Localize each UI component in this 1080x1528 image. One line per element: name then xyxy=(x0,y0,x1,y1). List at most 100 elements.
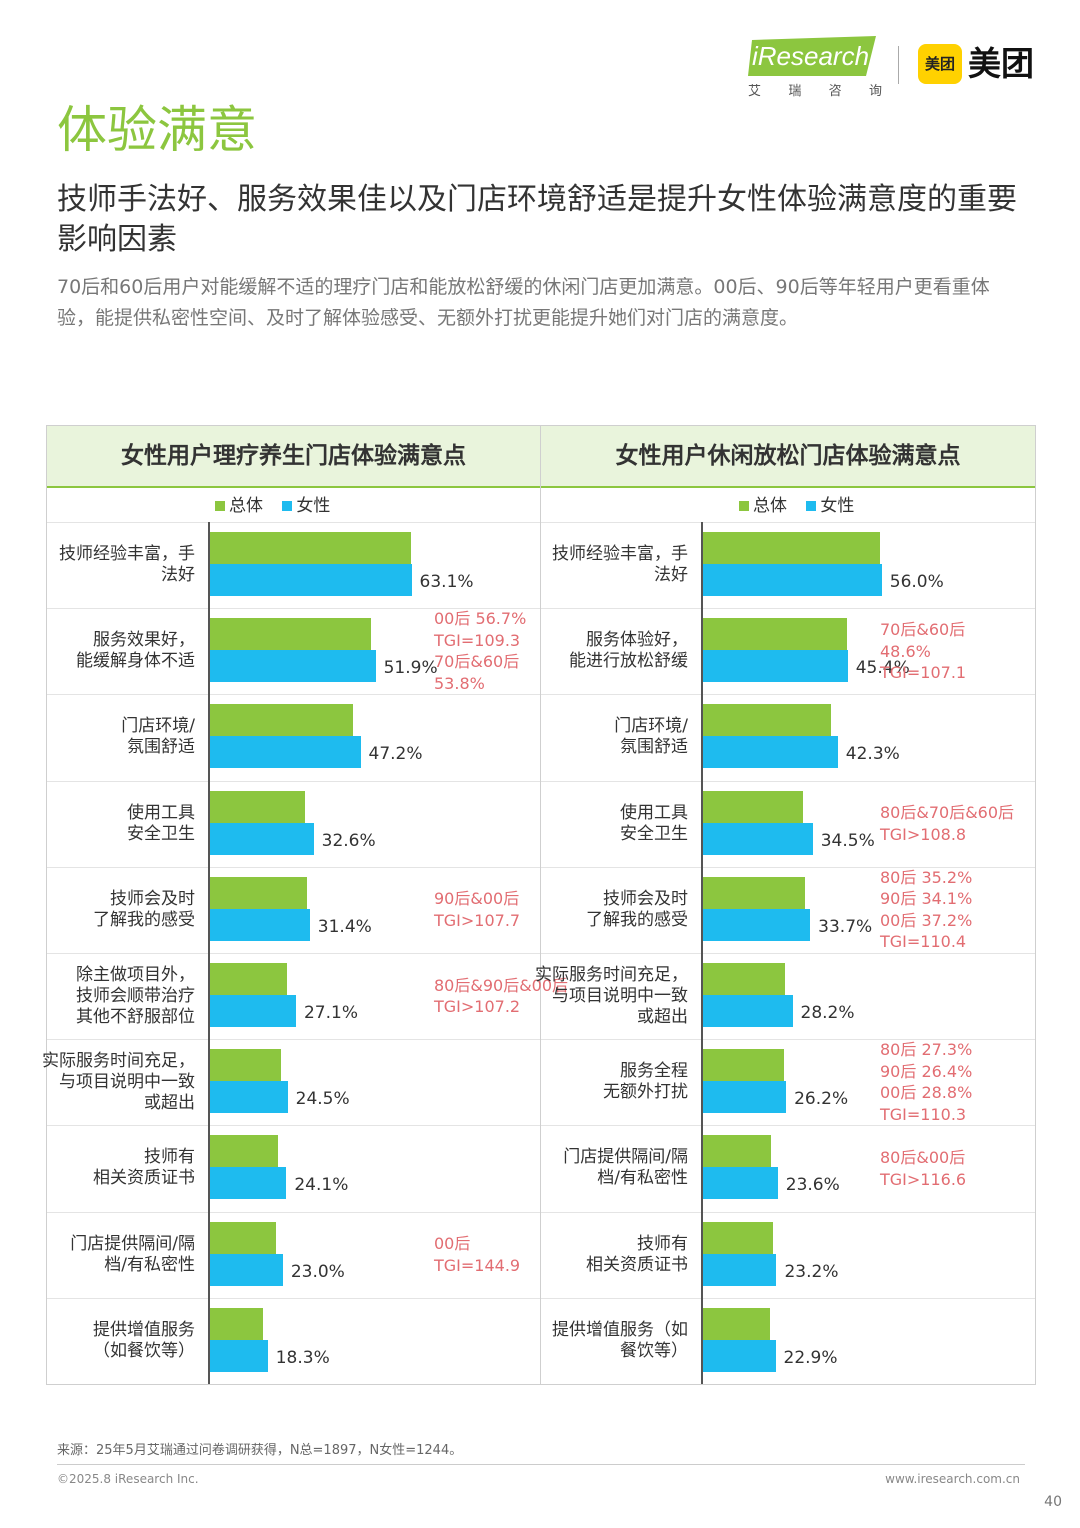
category-label: 实际服务时间充足， 与项目说明中一致 或超出 xyxy=(535,957,688,1035)
category-label: 提供增值服务（如 餐饮等） xyxy=(542,1302,688,1380)
bar-female xyxy=(702,1167,778,1200)
category-label: 技师会及时 了解我的感受 xyxy=(542,871,688,949)
row-separator xyxy=(541,1125,1035,1127)
source-note: 来源：25年5月艾瑞通过问卷调研获得，N总=1897，N女性=1244。 xyxy=(57,1443,463,1458)
category-label: 技师有 相关资质证书 xyxy=(48,1129,195,1207)
annotation-note: 00后 TGI=144.9 xyxy=(434,1234,521,1275)
bar-total xyxy=(209,618,372,651)
category-label: 除主做项目外， 技师会顺带治疗 其他不舒服部位 xyxy=(48,957,195,1035)
bar-total xyxy=(702,532,881,564)
category-label-text: 服务体验好， 能进行放松舒缓 xyxy=(569,630,688,672)
value-label: 18.3% xyxy=(275,1347,330,1368)
bar-total xyxy=(702,963,785,995)
category-label: 服务效果好， 能缓解身体不适 xyxy=(48,612,195,690)
category-label-text: 服务效果好， 能缓解身体不适 xyxy=(76,630,195,672)
legend-label-total: 总体 xyxy=(753,496,787,516)
value-label: 42.3% xyxy=(845,744,900,765)
category-label-text: 技师经验丰富，手 法好 xyxy=(552,544,688,586)
legend-separator xyxy=(541,522,1035,523)
bar-female xyxy=(209,995,296,1027)
logo-sub-char: 瑞 xyxy=(788,84,802,99)
iresearch-logo-shape xyxy=(748,36,876,76)
legend-swatch-total xyxy=(739,501,749,511)
bar-total xyxy=(702,876,806,909)
category-axis xyxy=(208,522,210,1384)
legend-item-female: 女性 xyxy=(806,496,854,516)
logo-sub-char: 询 xyxy=(868,84,882,99)
bar-female xyxy=(209,1167,287,1200)
bar-female xyxy=(702,564,882,596)
bar-female xyxy=(702,1339,776,1372)
bar-total xyxy=(702,1307,771,1340)
value-label: 23.2% xyxy=(784,1261,839,1282)
row-separator xyxy=(47,1039,540,1041)
row-separator xyxy=(47,953,540,954)
bar-female xyxy=(702,822,813,855)
row-separator xyxy=(47,608,540,610)
bar-female xyxy=(209,822,314,855)
bar-total xyxy=(209,963,287,995)
value-label: 28.2% xyxy=(800,1003,855,1023)
category-axis xyxy=(701,522,703,1384)
category-label-text: 实际服务时间充足， 与项目说明中一致 或超出 xyxy=(42,1050,195,1113)
bar-female xyxy=(702,650,848,683)
bar-female xyxy=(702,995,793,1027)
category-label: 技师经验丰富，手 法好 xyxy=(48,526,195,604)
bar-total xyxy=(702,790,804,823)
category-label-text: 提供增值服务（如 餐饮等） xyxy=(552,1319,688,1361)
category-label-text: 技师有 相关资质证书 xyxy=(586,1233,688,1275)
bar-female xyxy=(209,564,412,596)
category-label-text: 门店环境/ 氛围舒适 xyxy=(121,716,195,758)
category-label-text: 服务全程 无额外打扰 xyxy=(603,1061,688,1103)
bar-total xyxy=(702,1135,772,1168)
annotation-note: 00后 56.7% TGI=109.3 70后&60后 53.8% xyxy=(434,609,527,693)
bar-female xyxy=(209,1339,268,1372)
legend-item-female: 女性 xyxy=(282,496,330,516)
row-separator xyxy=(47,1211,540,1213)
bar-female xyxy=(209,1081,288,1114)
logo-divider xyxy=(898,46,899,84)
category-label: 技师经验丰富，手 法好 xyxy=(542,526,688,604)
row-separator xyxy=(47,1125,540,1127)
bar-female xyxy=(702,1081,787,1114)
meituan-name: 美团 xyxy=(968,44,1034,83)
value-label: 45.4% xyxy=(855,658,910,679)
value-label: 47.2% xyxy=(368,744,423,765)
iresearch-logo-text: iResearch xyxy=(752,41,870,71)
headline: 技师手法好、服务效果佳以及门店环境舒适是提升女性体验满意度的重要影响因素 xyxy=(57,182,1017,257)
legend-separator xyxy=(47,522,540,523)
right-legend: 总体 女性 xyxy=(739,492,868,520)
row-separator xyxy=(541,1297,1035,1299)
bar-female xyxy=(209,908,310,941)
annotation-note: 80后&90后&00后 TGI>107.2 xyxy=(434,975,569,1017)
bar-total xyxy=(702,704,832,737)
legend-label-female: 女性 xyxy=(820,496,855,516)
footer-divider xyxy=(57,1464,1025,1465)
bar-female xyxy=(209,650,376,683)
value-label: 27.1% xyxy=(303,1003,358,1023)
value-label: 32.6% xyxy=(321,830,376,851)
category-label: 门店环境/ 氛围舒适 xyxy=(542,698,688,776)
row-separator xyxy=(47,694,540,696)
row-separator xyxy=(47,1297,540,1299)
bar-female xyxy=(702,736,838,769)
category-label-text: 门店环境/ 氛围舒适 xyxy=(614,716,688,758)
website-link[interactable]: www.iresearch.com.cn xyxy=(885,1472,1020,1486)
category-label-text: 技师经验丰富，手 法好 xyxy=(59,544,195,586)
category-label: 门店提供隔间/隔 档/有私密性 xyxy=(48,1216,195,1294)
value-label: 34.5% xyxy=(820,830,875,851)
category-label: 实际服务时间充足， 与项目说明中一致 或超出 xyxy=(42,1043,195,1121)
value-label: 24.1% xyxy=(294,1175,349,1196)
category-label: 服务全程 无额外打扰 xyxy=(542,1043,688,1121)
bar-total xyxy=(209,1307,263,1340)
category-label: 使用工具 安全卫生 xyxy=(542,785,688,863)
iresearch-logo: iResearch xyxy=(748,36,876,76)
left-chart-title: 女性用户理疗养生门店体验满意点 xyxy=(47,426,540,488)
row-separator xyxy=(541,953,1035,954)
bar-total xyxy=(209,790,306,823)
row-separator xyxy=(47,866,540,868)
category-label-text: 门店提供隔间/隔 档/有私密性 xyxy=(563,1147,688,1189)
iresearch-logo-subtitle: 艾 瑞 咨 询 xyxy=(748,80,882,99)
legend-item-total: 总体 xyxy=(215,496,263,516)
row-separator xyxy=(541,866,1035,868)
